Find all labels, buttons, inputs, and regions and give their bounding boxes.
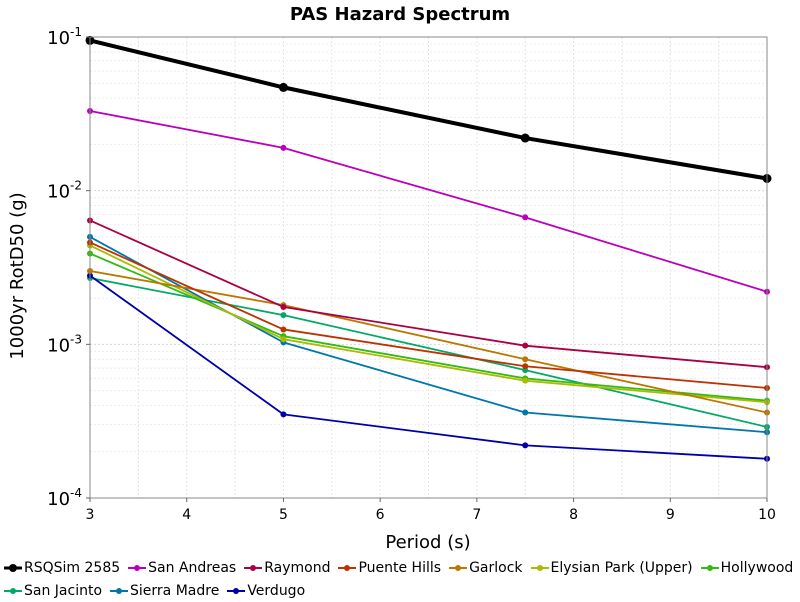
data-point xyxy=(280,312,287,319)
legend-swatch xyxy=(4,563,22,572)
data-point xyxy=(280,336,287,343)
legend-swatch xyxy=(530,564,549,571)
legend-row: San Jacinto Sierra Madre Verdugo xyxy=(4,579,796,602)
legend-label: Verdugo xyxy=(247,582,306,599)
legend-item: Garlock xyxy=(449,559,523,576)
legend-swatch xyxy=(700,564,719,571)
data-point xyxy=(280,326,287,333)
data-point xyxy=(280,303,287,310)
legend: RSQSim 2585 San Andreas Raymond Puente Hill… xyxy=(4,556,796,602)
legend-swatch xyxy=(4,587,22,594)
x-tick-label: 10 xyxy=(758,507,776,523)
legend-item: RSQSim 2585 xyxy=(4,560,120,576)
series-line xyxy=(89,241,768,389)
plot-border xyxy=(89,36,768,499)
y-axis-label: 1000yr RotD50 (g) xyxy=(7,192,28,359)
legend-item: Verdugo xyxy=(227,583,305,599)
x-axis-label: Period (s) xyxy=(385,532,470,553)
legend-label: RSQSim 2585 xyxy=(24,559,121,576)
legend-swatch xyxy=(227,587,246,594)
legend-swatch xyxy=(128,564,147,571)
x-tick-label: 6 xyxy=(376,507,385,523)
legend-label: San Andreas xyxy=(148,559,237,576)
series-layer xyxy=(85,35,772,462)
x-tick-label: 8 xyxy=(569,507,578,523)
legend-swatch xyxy=(110,587,129,594)
data-point xyxy=(522,214,529,221)
series-line xyxy=(89,219,768,369)
legend-item: Sierra Madre xyxy=(110,583,219,599)
legend-label: San Jacinto xyxy=(24,582,103,599)
legend-item: Puente Hills xyxy=(338,560,441,576)
y-tick-label: 10-2 xyxy=(47,179,82,203)
series-line xyxy=(89,277,768,428)
series-line xyxy=(89,252,768,402)
series-line xyxy=(89,274,768,460)
series-line xyxy=(89,270,768,414)
x-tick-label: 9 xyxy=(666,507,675,523)
legend-item: San Andreas xyxy=(128,560,236,576)
y-tick-label: 10-4 xyxy=(47,486,82,510)
data-point xyxy=(278,82,288,92)
y-tick-label: 10-3 xyxy=(47,332,82,356)
data-point xyxy=(280,144,287,151)
series-line xyxy=(89,236,768,434)
legend-swatch xyxy=(244,564,263,571)
legend-row: RSQSim 2585 San Andreas Raymond Puente Hill… xyxy=(4,556,796,579)
data-point xyxy=(522,377,529,384)
data-point xyxy=(522,409,529,416)
data-point xyxy=(280,411,287,418)
x-tick-label: 3 xyxy=(86,507,95,523)
legend-label: Raymond xyxy=(264,559,331,576)
chart-title: PAS Hazard Spectrum xyxy=(290,4,510,25)
legend-label: Garlock xyxy=(469,559,523,576)
series-line xyxy=(89,244,768,404)
legend-item: Elysian Park (Upper) xyxy=(530,559,693,576)
legend-swatch xyxy=(338,564,357,571)
x-tick-label: 4 xyxy=(182,507,191,523)
legend-label: Sierra Madre xyxy=(130,582,220,599)
legend-item: Hollywood xyxy=(700,559,794,576)
axes: 3 4 5 6 7 8 9 10 10-1 10-2 10-3 10-4 xyxy=(47,25,776,523)
x-tick-label: 7 xyxy=(472,507,481,523)
data-point xyxy=(522,442,529,449)
legend-label: Elysian Park (Upper) xyxy=(550,559,693,576)
series-raymond xyxy=(87,217,770,371)
x-tick-label: 5 xyxy=(279,507,288,523)
legend-item: San Jacinto xyxy=(4,583,102,599)
data-point xyxy=(522,356,529,363)
legend-label: Hollywood xyxy=(720,559,794,576)
legend-item: Raymond xyxy=(244,560,330,576)
data-point xyxy=(522,363,529,370)
y-tick-label: 10-1 xyxy=(47,25,82,49)
legend-swatch xyxy=(449,564,468,571)
series-line xyxy=(89,110,768,293)
series-line xyxy=(89,38,768,181)
legend-label: Puente Hills xyxy=(358,559,442,576)
data-point xyxy=(520,133,530,143)
data-point xyxy=(522,342,529,349)
